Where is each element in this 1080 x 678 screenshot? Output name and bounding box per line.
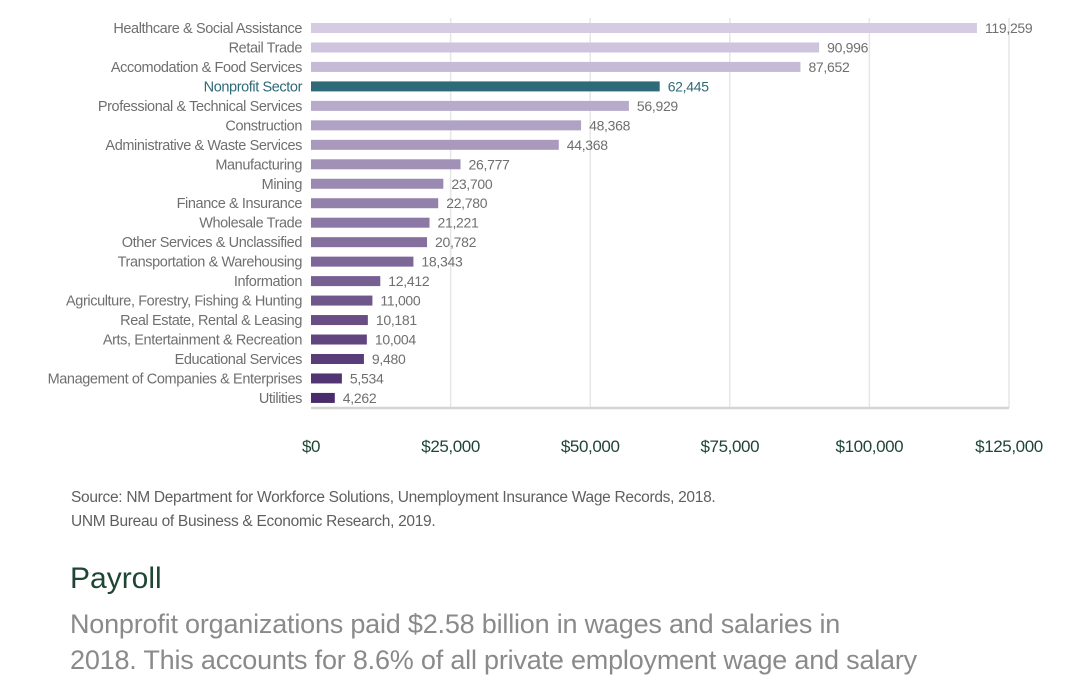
- category-label: Accomodation & Food Services: [111, 60, 302, 76]
- bar: [311, 198, 439, 209]
- x-tick-label: $75,000: [700, 437, 759, 456]
- bar: [311, 217, 430, 228]
- data-label: 4,262: [343, 390, 377, 406]
- bar: [311, 100, 629, 111]
- data-label: 87,652: [808, 59, 850, 75]
- data-label: 62,445: [668, 78, 710, 94]
- bar: [311, 373, 342, 384]
- category-label: Management of Companies & Enterprises: [48, 371, 303, 387]
- category-label: Real Estate, Rental & Leasing: [120, 313, 302, 329]
- bar: [311, 353, 364, 364]
- data-label: 26,777: [469, 156, 511, 172]
- bar: [311, 61, 801, 72]
- bar: [311, 178, 444, 189]
- category-label: Healthcare & Social Assistance: [113, 21, 302, 37]
- bar: [311, 315, 368, 326]
- data-label: 12,412: [388, 273, 430, 289]
- data-label: 10,004: [375, 332, 417, 348]
- data-label: 48,368: [589, 117, 631, 133]
- source-note: Source: NM Department for Workforce Solu…: [71, 486, 716, 534]
- data-label: 90,996: [827, 39, 869, 55]
- paragraph-line-1: Nonprofit organizations paid $2.58 billi…: [70, 609, 841, 639]
- category-label: Agriculture, Forestry, Fishing & Hunting: [66, 294, 302, 310]
- category-label: Mining: [262, 177, 303, 193]
- bar: [311, 81, 660, 92]
- category-label: Utilities: [259, 391, 302, 407]
- category-label: Nonprofit Sector: [204, 79, 303, 95]
- bar: [311, 237, 428, 248]
- x-tick-label: $50,000: [561, 437, 620, 456]
- bar: [311, 42, 820, 53]
- category-label: Educational Services: [175, 352, 303, 368]
- bar: [311, 120, 582, 131]
- category-label: Arts, Entertainment & Recreation: [103, 333, 302, 349]
- category-label: Wholesale Trade: [199, 216, 302, 232]
- category-label: Professional & Technical Services: [98, 99, 302, 115]
- data-label: 44,368: [567, 137, 609, 153]
- data-label: 10,181: [376, 312, 418, 328]
- section-heading: Payroll: [70, 562, 162, 595]
- bar: [311, 392, 335, 403]
- x-tick-label: $100,000: [836, 437, 904, 456]
- data-label: 20,782: [435, 234, 477, 250]
- source-line-1: Source: NM Department for Workforce Solu…: [71, 489, 716, 506]
- data-label: 119,259: [985, 20, 1033, 36]
- category-label: Retail Trade: [229, 40, 303, 56]
- data-label: 9,480: [372, 351, 406, 367]
- category-label: Other Services & Unclassified: [122, 235, 303, 251]
- category-label: Manufacturing: [215, 157, 302, 173]
- category-label: Transportation & Warehousing: [118, 255, 303, 271]
- category-label: Administrative & Waste Services: [105, 138, 302, 154]
- source-line-2: UNM Bureau of Business & Economic Resear…: [71, 513, 436, 530]
- bar: [311, 139, 559, 150]
- x-tick-label: $25,000: [421, 437, 480, 456]
- bar: [311, 334, 367, 345]
- bar: [311, 23, 977, 33]
- data-label: 11,000: [380, 293, 420, 309]
- bar: [311, 295, 373, 306]
- category-label: Construction: [225, 118, 302, 134]
- data-label: 5,534: [350, 370, 384, 386]
- bar: [311, 276, 381, 287]
- bar: [311, 159, 461, 170]
- section-paragraph: Nonprofit organizations paid $2.58 billi…: [70, 606, 917, 678]
- data-label: 23,700: [451, 176, 493, 192]
- data-label: 21,221: [437, 215, 479, 231]
- data-label: 22,780: [446, 195, 488, 211]
- data-label: 18,343: [421, 254, 463, 270]
- category-label: Information: [234, 274, 302, 290]
- bar-chart: $0 $25,000 $50,000 $75,000 $100,000 $125,000 H…: [48, 18, 1043, 456]
- data-label: 56,929: [637, 98, 679, 114]
- category-label: Finance & Insurance: [177, 196, 303, 212]
- x-tick-label: $0: [302, 437, 320, 456]
- x-tick-label: $125,000: [975, 437, 1043, 456]
- bar: [311, 256, 414, 267]
- paragraph-line-2: 2018. This accounts for 8.6% of all priv…: [70, 645, 917, 675]
